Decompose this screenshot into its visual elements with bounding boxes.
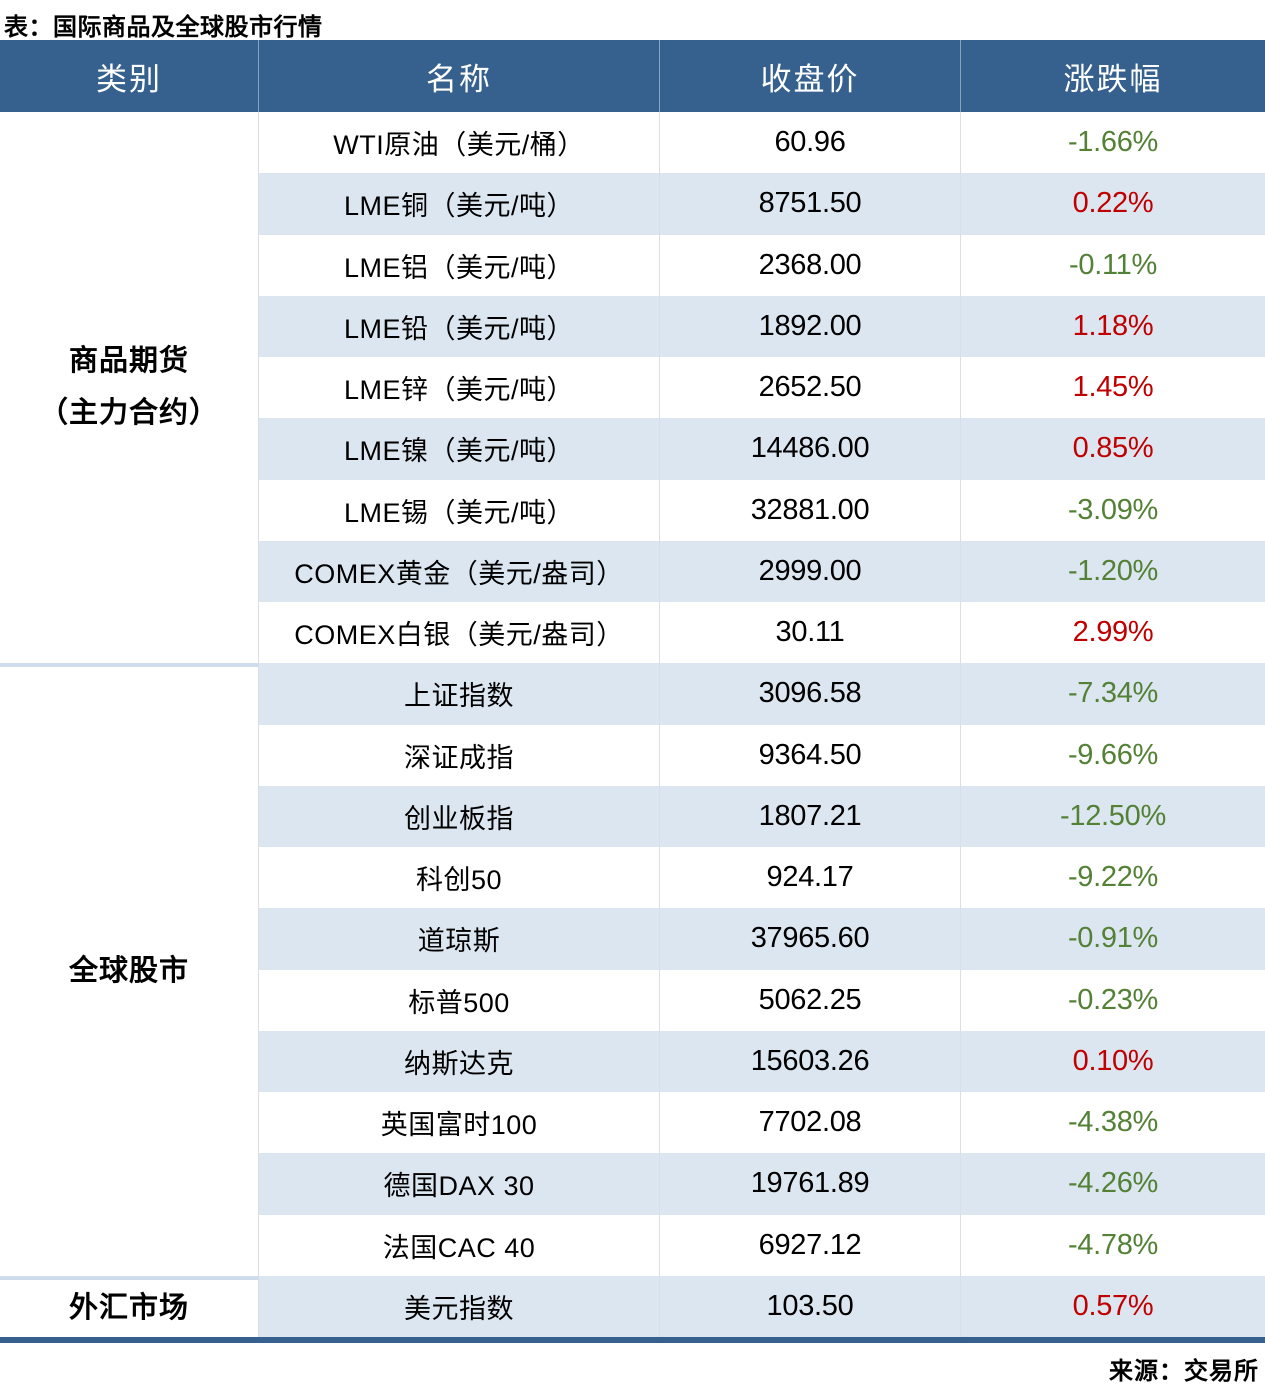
change-cell: 0.85%	[961, 418, 1265, 480]
table-body: 商品期货 （主力合约） WTI原油（美元/桶） 60.96 -1.66% LME铜（美元/…	[0, 112, 1265, 1343]
close-cell: 3096.58	[660, 663, 961, 725]
close-cell: 15603.26	[660, 1030, 961, 1092]
name-cell: 上证指数	[259, 663, 660, 725]
change-cell: 1.18%	[961, 295, 1265, 357]
name-cell: 纳斯达克	[259, 1030, 660, 1092]
name-cell: 法国CAC 40	[259, 1214, 660, 1276]
close-cell: 60.96	[660, 112, 961, 174]
change-cell: 2.99%	[961, 602, 1265, 664]
header-cell-category: 类别	[0, 40, 259, 112]
name-cell: LME铜（美元/吨）	[259, 173, 660, 235]
header-cell-name: 名称	[259, 40, 660, 112]
name-cell: 标普500	[259, 969, 660, 1031]
source-note: 来源：交易所	[1109, 1358, 1259, 1385]
name-cell: LME铅（美元/吨）	[259, 295, 660, 357]
change-cell: -3.09%	[961, 479, 1265, 541]
close-cell: 32881.00	[660, 479, 961, 541]
category-cell: 外汇市场	[0, 1275, 259, 1337]
change-cell: -4.38%	[961, 1092, 1265, 1154]
name-cell: LME锡（美元/吨）	[259, 479, 660, 541]
name-cell: 德国DAX 30	[259, 1153, 660, 1215]
name-cell: 科创50	[259, 847, 660, 909]
name-cell: 美元指数	[259, 1275, 660, 1337]
name-cell: 英国富时100	[259, 1092, 660, 1154]
close-cell: 5062.25	[660, 969, 961, 1031]
category-label: 外汇市场	[68, 1291, 189, 1324]
name-cell: 道琼斯	[259, 908, 660, 970]
change-cell: 0.57%	[961, 1275, 1265, 1337]
change-cell: -4.26%	[961, 1153, 1265, 1215]
category-label: 商品期货	[68, 345, 189, 378]
close-cell: 14486.00	[660, 418, 961, 480]
name-cell: 创业板指	[259, 785, 660, 847]
change-cell: -7.34%	[961, 663, 1265, 725]
close-cell: 2999.00	[660, 540, 961, 602]
close-cell: 1807.21	[660, 785, 961, 847]
name-cell: WTI原油（美元/桶）	[259, 112, 660, 174]
change-cell: 0.22%	[961, 173, 1265, 235]
close-cell: 8751.50	[660, 173, 961, 235]
change-cell: -9.22%	[961, 847, 1265, 909]
close-cell: 2368.00	[660, 234, 961, 296]
close-cell: 924.17	[660, 847, 961, 909]
name-cell: 深证成指	[259, 724, 660, 786]
close-cell: 7702.08	[660, 1092, 961, 1154]
category-label: （主力合约）	[38, 396, 219, 429]
change-cell: -0.91%	[961, 908, 1265, 970]
category-cell: 全球股市	[0, 663, 259, 1276]
close-cell: 19761.89	[660, 1153, 961, 1215]
change-cell: -4.78%	[961, 1214, 1265, 1276]
name-cell: LME镍（美元/吨）	[259, 418, 660, 480]
close-cell: 2652.50	[660, 357, 961, 419]
name-cell: LME锌（美元/吨）	[259, 357, 660, 419]
change-cell: -9.66%	[961, 724, 1265, 786]
category-label: 全球股市	[68, 954, 189, 987]
page-title: 表：国际商品及全球股市行情	[4, 14, 323, 41]
market-table: 类别 名称 收盘价 涨跌幅 商品期货 （主力合约） WTI原油（美元/桶） 60.96…	[0, 40, 1265, 1343]
change-cell: 0.10%	[961, 1030, 1265, 1092]
name-cell: COMEX白银（美元/盎司）	[259, 602, 660, 664]
close-cell: 1892.00	[660, 295, 961, 357]
header-cell-change: 涨跌幅	[1063, 61, 1163, 97]
name-cell: LME铝（美元/吨）	[259, 234, 660, 296]
change-cell: -12.50%	[961, 785, 1265, 847]
header-cell-close: 收盘价	[660, 40, 961, 112]
change-cell: -0.23%	[961, 969, 1265, 1031]
close-cell: 9364.50	[660, 724, 961, 786]
close-cell: 103.50	[660, 1275, 961, 1337]
close-cell: 30.11	[660, 602, 961, 664]
change-cell: -0.11%	[961, 234, 1265, 296]
table-header-row: 类别 名称 收盘价 涨跌幅	[0, 40, 1265, 112]
change-cell: 1.45%	[961, 357, 1265, 419]
close-cell: 6927.12	[660, 1214, 961, 1276]
close-cell: 37965.60	[660, 908, 961, 970]
change-cell: -1.66%	[961, 112, 1265, 174]
category-cell: 商品期货 （主力合约）	[0, 112, 259, 664]
name-cell: COMEX黄金（美元/盎司）	[259, 540, 660, 602]
change-cell: -1.20%	[961, 540, 1265, 602]
